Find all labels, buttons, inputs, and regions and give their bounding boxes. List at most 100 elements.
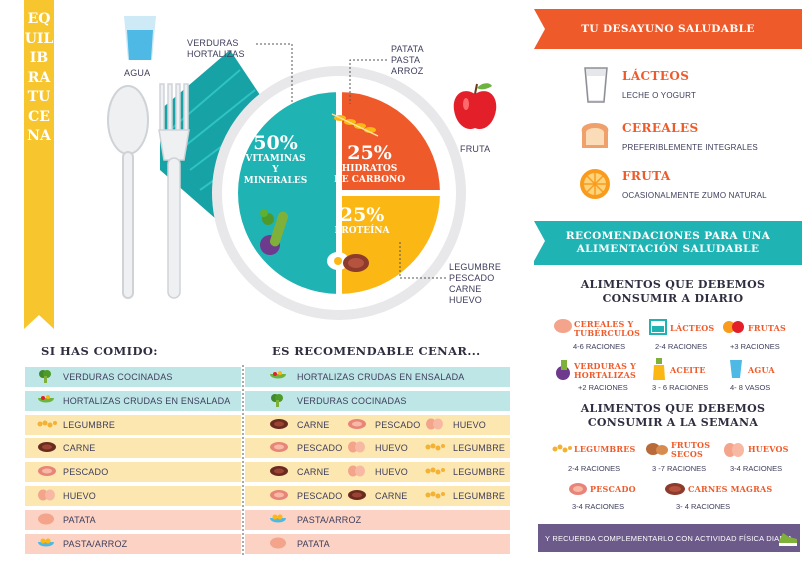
egg-icon (347, 441, 375, 455)
diario-verduras-rac: +2 RACIONES (578, 383, 628, 392)
comido-row-label: HORTALIZAS CRUDAS EN ENSALADA (63, 395, 231, 406)
sneaker-icon (779, 533, 797, 546)
diario-verduras: VERDURAS Y HORTALIZAS (574, 361, 636, 380)
semana-pescado-rac: 3-4 RACIONES (572, 502, 625, 511)
oil-bottle-icon (653, 358, 665, 380)
diario-frutas: FRUTAS (748, 323, 787, 333)
nuts-icon (646, 443, 668, 455)
diario-lacteos-rac: 2-4 RACIONES (655, 342, 708, 351)
diario-aceite-rac: 3 - 6 RACIONES (652, 383, 709, 392)
cenar-item-verduras-cocinadas: VERDURAS COCINADAS (297, 395, 407, 406)
desayuno-cereales: CEREALES (622, 121, 699, 135)
cenar-item-pasta-arroz: PASTA/ARROZ (297, 514, 362, 525)
meat-icon (37, 441, 63, 455)
cenar-item-huevo: HUEVO (375, 467, 409, 478)
cenar-row: HORTALIZAS CRUDAS EN ENSALADA (245, 367, 510, 387)
segment-hidratos: 25% HIDRATOS DE CARBONO (322, 142, 417, 186)
meat-icon (347, 489, 375, 503)
cenar-row: PATATA (245, 533, 510, 554)
water-icon (730, 360, 742, 378)
comido-row-label: PESCADO (63, 467, 109, 478)
legumes-icon (425, 490, 453, 502)
legumes-icon (552, 444, 572, 453)
legumes-icon (37, 419, 63, 431)
semana-frutos: FRUTOS SECOS (671, 440, 711, 459)
recomendaciones-title: RECOMENDACIONES PARA UNA ALIMENTACIÓN SA… (565, 230, 771, 255)
cenar-title: ES RECOMENDABLE CENAR... (272, 344, 481, 358)
bread-icon (581, 123, 609, 148)
cenar-row: CARNE PESCADO HUEVO (245, 414, 510, 435)
diario-cereales: CEREALES Y TUBÉRCULOS (574, 319, 641, 338)
cenar-item-patata: PATATA (297, 538, 330, 549)
meat-icon (269, 465, 297, 479)
diario-aceite: ACEITE (670, 365, 706, 375)
wheat-icon (331, 113, 379, 137)
activity-footer: Y RECUERDA COMPLEMENTARLO CON ACTIVIDAD … (538, 524, 800, 552)
orange-icon (580, 169, 610, 199)
pie-slice (336, 86, 446, 196)
comido-row: VERDURAS COCINADAS (25, 367, 241, 387)
semana-frutos-rac: 3 -7 RACIONES (652, 464, 707, 473)
fruits-icon (723, 321, 744, 333)
comido-row: HUEVO (25, 486, 241, 506)
segment-proteina: 25% PROTEÍNA (322, 204, 402, 237)
cenar-item-carne: CARNE (375, 491, 408, 501)
cenar-row: PESCADO CARNE LEGUMBRE (245, 486, 510, 506)
label-agua: AGUA (124, 68, 151, 78)
semana-huevos-rac: 3-4 RACIONES (730, 464, 783, 473)
cenar-item-carne: CARNE (297, 467, 330, 478)
comido-row: PASTA/ARROZ (25, 533, 241, 554)
apple-icon (453, 83, 497, 130)
ribbon-title: EQUILIBRA TU CENA (24, 11, 56, 144)
segment-hidratos-pct: 25% (347, 142, 392, 164)
activity-footer-text: Y RECUERDA COMPLEMENTARLO CON ACTIVIDAD … (545, 533, 793, 543)
potato-icon (269, 537, 297, 551)
fish-icon (347, 418, 375, 432)
legumes-icon (425, 442, 453, 454)
meat-icon (269, 418, 297, 432)
semana-carnes: CARNES MAGRAS (688, 484, 773, 494)
cenar-row: PASTA/ARROZ (245, 509, 510, 530)
cenar-row: PESCADO HUEVO LEGUMBRE (245, 438, 510, 459)
cenar-item-pescado: PESCADO (297, 443, 343, 454)
fish-icon (269, 489, 297, 503)
cenar-item-legumbre: LEGUMBRE (453, 443, 506, 454)
cenar-item-pescado: PESCADO (375, 419, 421, 430)
segment-vitaminas-text: VITAMINAS Y MINERALES (243, 154, 308, 186)
egg-icon (37, 489, 63, 503)
fish-icon (269, 441, 297, 455)
comido-row: CARNE (25, 438, 241, 459)
broccoli-icon (37, 369, 63, 385)
salad-icon (269, 370, 297, 384)
segment-vitaminas-pct: 50% (253, 132, 298, 154)
fish-icon (37, 465, 63, 479)
label-patata: PATATA PASTA ARROZ (391, 44, 424, 76)
diario-frutas-rac: +3 RACIONES (730, 342, 780, 351)
steak-egg-icon (327, 252, 369, 272)
salad-icon (37, 394, 63, 408)
comido-row-label: HUEVO (63, 491, 97, 501)
comido-row-label: PATATA (63, 514, 96, 525)
milk-glass-icon (584, 67, 608, 103)
cenar-item-hortalizas-crudas-en-ensalada: HORTALIZAS CRUDAS EN ENSALADA (297, 372, 465, 382)
cenar-item-legumbre: LEGUMBRE (453, 491, 506, 501)
egg-icon (425, 418, 453, 432)
desayuno-lacteos: LÁCTEOS (622, 69, 690, 83)
pasta-icon (269, 513, 297, 527)
potato-icon (554, 319, 572, 333)
desayuno-fruta: FRUTA (622, 169, 671, 183)
comido-row-label: LEGUMBRE (63, 419, 116, 430)
comido-row: HORTALIZAS CRUDAS EN ENSALADA (25, 390, 241, 411)
potato-icon (37, 513, 63, 527)
water-glass-icon (124, 16, 156, 60)
desayuno-title: TU DESAYUNO SALUDABLE (581, 22, 755, 35)
desayuno-cereales-sub: PREFERIBLEMENTE INTEGRALES (622, 143, 758, 152)
comido-row: LEGUMBRE (25, 414, 241, 435)
semana-pescado: PESCADO (590, 484, 636, 494)
cutlery-icon (107, 83, 190, 299)
diario-lacteos: LÁCTEOS (670, 323, 715, 333)
eggs-icon (724, 443, 744, 457)
fish-icon (569, 483, 587, 495)
broccoli-icon (269, 393, 297, 409)
segment-hidratos-text: HIDRATOS DE CARBONO (333, 164, 406, 185)
